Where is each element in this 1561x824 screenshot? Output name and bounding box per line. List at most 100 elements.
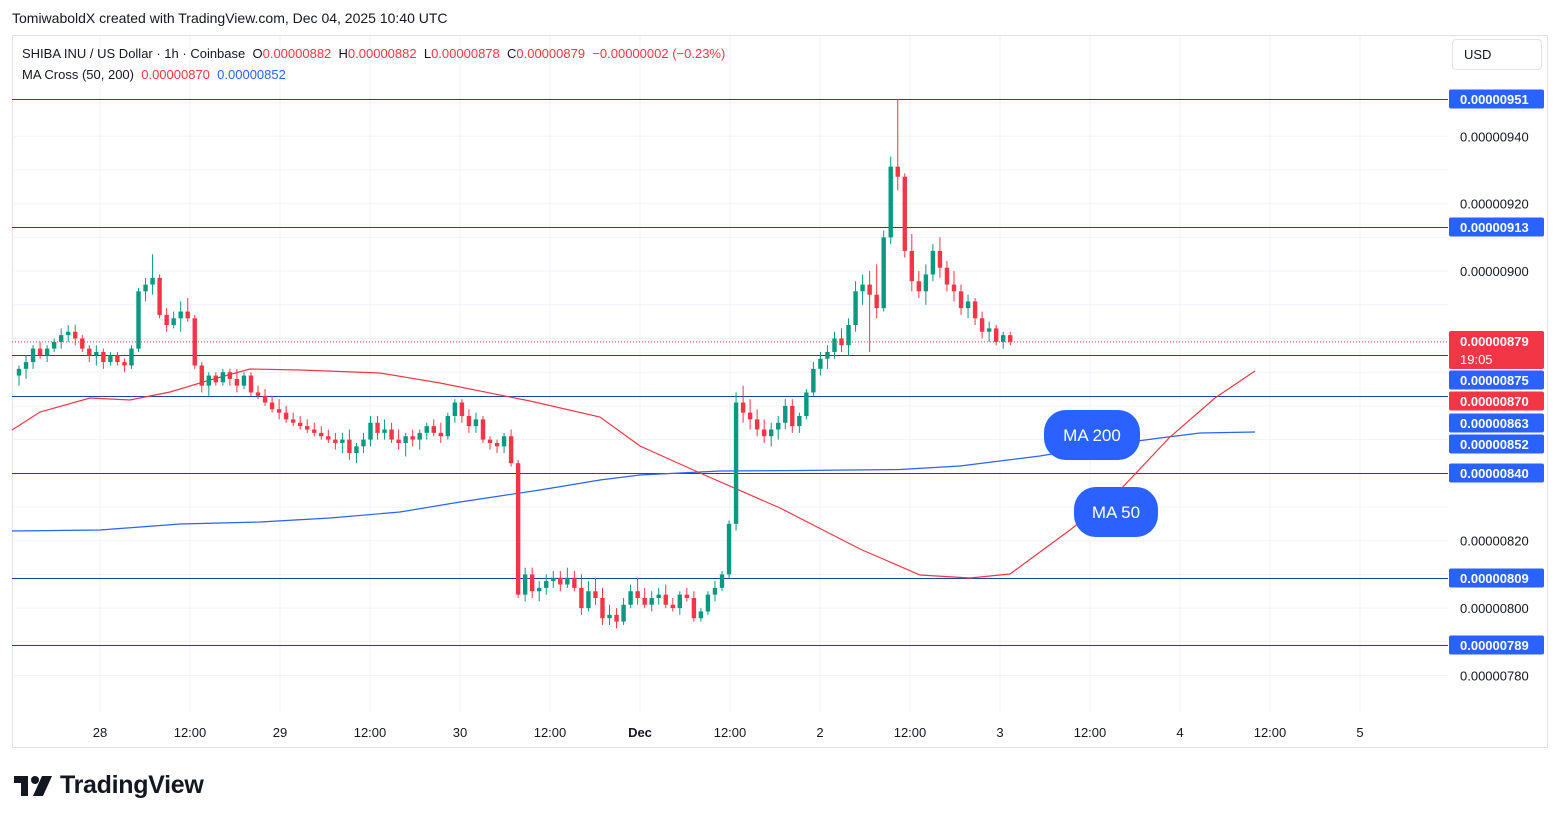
level-price-label: 0.00000789: [1460, 638, 1529, 653]
y-tick-label: 0.00000800: [1460, 601, 1529, 616]
candle-body: [705, 594, 711, 612]
candle-down: [558, 571, 563, 592]
candle-body: [965, 301, 971, 309]
candle-body: [979, 318, 985, 332]
candle-body: [452, 402, 458, 417]
tradingview-logo[interactable]: TradingView: [14, 771, 204, 800]
candle-body: [340, 439, 345, 443]
indicator-legend[interactable]: MA Cross (50, 200) 0.00000870 0.00000852: [22, 67, 286, 82]
candle-body: [740, 402, 746, 413]
open-label: O: [252, 46, 263, 61]
candle-down: [572, 571, 577, 592]
candle-up: [797, 412, 802, 433]
candle-body: [529, 574, 535, 592]
level-price-label: 0.00000863: [1460, 416, 1529, 431]
candle-body: [333, 439, 338, 443]
candle-body: [87, 348, 92, 356]
candle-up: [136, 287, 141, 352]
candle-up: [544, 574, 549, 595]
x-tick-label: 12:00: [714, 725, 747, 740]
candle-down: [333, 432, 338, 450]
currency-button[interactable]: USD: [1452, 39, 1542, 70]
symbol-legend: SHIBA INU / US Dollar · 1h · Coinbase O0…: [22, 46, 725, 61]
candle-down: [192, 314, 197, 369]
candle-up: [853, 281, 858, 332]
x-tick-label: 12:00: [534, 725, 567, 740]
y-tick-label: 0.00000820: [1460, 534, 1529, 549]
candle-down: [164, 308, 169, 332]
level-price-label: 0.00000840: [1460, 466, 1529, 481]
candle-body: [937, 250, 943, 268]
countdown-label: 19:05: [1460, 352, 1493, 367]
level-price-label: 0.00000809: [1460, 571, 1529, 586]
candle-body: [972, 301, 978, 319]
x-tick-label: 12:00: [1254, 725, 1287, 740]
candle-body: [480, 419, 486, 440]
candle-body: [508, 436, 514, 464]
candle-up: [783, 399, 788, 430]
candle-body: [248, 375, 254, 393]
level-price-label-bg: [1449, 370, 1544, 390]
candle-body: [670, 604, 675, 609]
candle-up: [705, 591, 711, 615]
horizontal-levels: [12, 99, 1448, 646]
candle-body: [853, 291, 858, 326]
candle-body: [691, 597, 697, 619]
tradingview-logo-text: TradingView: [60, 771, 204, 799]
x-tick-label: 2: [816, 725, 823, 740]
last-price-label-bg: [1449, 331, 1544, 369]
candle-up: [677, 591, 683, 615]
candle-body: [551, 577, 556, 582]
x-axis-ticks: 28 12:00 29 12:00 30 12:00 Dec 12:00 2 12:00 3 12:0…: [93, 725, 1364, 740]
candle-up: [382, 419, 387, 440]
candle-body: [1008, 335, 1013, 342]
symbol-name: SHIBA INU / US Dollar · 1h · Coinbase: [22, 46, 246, 61]
candle-body: [227, 372, 233, 379]
candle-up: [769, 422, 774, 447]
candle-body: [649, 597, 654, 605]
x-tick-label: 29: [273, 725, 287, 740]
candle-body: [150, 277, 155, 285]
candle-up: [368, 416, 373, 447]
tradingview-logo-icon: [14, 775, 52, 796]
candle-body: [220, 372, 226, 383]
level-price-label-bg: [1449, 413, 1544, 433]
candle-up: [649, 591, 654, 612]
candle-body: [867, 284, 872, 295]
candle-up: [986, 321, 992, 342]
open-value: 0.00000882: [262, 46, 332, 61]
candle-down: [234, 368, 240, 393]
candle-body: [255, 392, 261, 396]
candle-up: [846, 318, 851, 356]
candle-body: [438, 432, 443, 437]
candle-body: [621, 604, 626, 622]
candle-body: [403, 436, 408, 443]
candle-up: [965, 294, 971, 319]
candle-down: [642, 587, 647, 609]
candle-down: [529, 567, 535, 598]
candle-down: [895, 99, 900, 191]
candle-body: [769, 429, 774, 437]
candle-body: [431, 426, 436, 433]
candle-up: [44, 345, 50, 363]
candle-body: [860, 284, 865, 292]
candle-up: [719, 571, 725, 592]
candle-up: [881, 230, 886, 312]
attribution-text: TomiwaboldX created with TradingView.com…: [12, 10, 448, 26]
candle-down: [754, 409, 760, 437]
close-label: C: [507, 46, 517, 61]
candle-body: [206, 375, 212, 386]
candle-body: [368, 422, 373, 440]
candle-body: [354, 446, 359, 454]
candle-up: [811, 362, 816, 396]
candle-down: [979, 311, 985, 339]
candle-up: [698, 608, 704, 622]
y-tick-label: 0.00000920: [1460, 197, 1529, 212]
chart-frame[interactable]: [12, 35, 1548, 748]
candle-body: [290, 419, 296, 423]
candle-body: [108, 355, 113, 363]
y-tick-label: 0.00000940: [1460, 129, 1529, 144]
candle-up: [1001, 331, 1006, 349]
candle-body: [80, 338, 85, 349]
